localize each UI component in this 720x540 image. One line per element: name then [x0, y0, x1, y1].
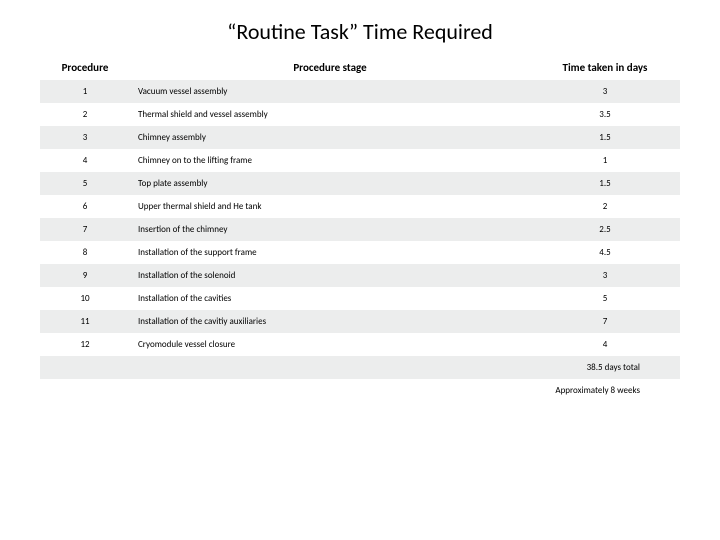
cell-stage: Chimney assembly: [130, 126, 530, 149]
cell-time: 7: [530, 310, 680, 333]
cell-procedure: 4: [40, 149, 130, 172]
table-row: 11Installation of the cavitiy auxiliarie…: [40, 310, 680, 333]
task-table-container: Procedure Procedure stage Time taken in …: [0, 55, 720, 402]
cell-time: 1: [530, 149, 680, 172]
cell-stage: Top plate assembly: [130, 172, 530, 195]
cell-procedure: 6: [40, 195, 130, 218]
col-header-stage: Procedure stage: [130, 55, 530, 80]
cell-procedure: 3: [40, 126, 130, 149]
table-row: 4Chimney on to the lifting frame1: [40, 149, 680, 172]
table-row: 1Vacuum vessel assembly3: [40, 80, 680, 103]
cell-stage: Insertion of the chimney: [130, 218, 530, 241]
cell-stage: Cryomodule vessel closure: [130, 333, 530, 356]
cell-time: 1.5: [530, 126, 680, 149]
cell-stage: Upper thermal shield and He tank: [130, 195, 530, 218]
summary-total-row: 38.5 days total: [40, 356, 680, 379]
table-row: 7Insertion of the chimney2.5: [40, 218, 680, 241]
cell-time: 1.5: [530, 172, 680, 195]
cell-procedure: 8: [40, 241, 130, 264]
cell-time: 3: [530, 264, 680, 287]
cell-stage: Installation of the support frame: [130, 241, 530, 264]
cell-stage: Chimney on to the lifting frame: [130, 149, 530, 172]
table-row: 6Upper thermal shield and He tank2: [40, 195, 680, 218]
summary-approx-row-cell: Approximately 8 weeks: [40, 379, 680, 402]
cell-procedure: 10: [40, 287, 130, 310]
cell-stage: Installation of the cavities: [130, 287, 530, 310]
cell-time: 4.5: [530, 241, 680, 264]
cell-time: 3.5: [530, 103, 680, 126]
table-row: 3Chimney assembly1.5: [40, 126, 680, 149]
cell-time: 2: [530, 195, 680, 218]
cell-procedure: 1: [40, 80, 130, 103]
cell-time: 4: [530, 333, 680, 356]
table-row: 5Top plate assembly1.5: [40, 172, 680, 195]
table-row: 9Installation of the solenoid3: [40, 264, 680, 287]
cell-procedure: 12: [40, 333, 130, 356]
cell-stage: Installation of the cavitiy auxiliaries: [130, 310, 530, 333]
cell-stage: Installation of the solenoid: [130, 264, 530, 287]
col-header-time: Time taken in days: [530, 55, 680, 80]
cell-time: 5: [530, 287, 680, 310]
table-row: 12Cryomodule vessel closure4: [40, 333, 680, 356]
summary-approx-row: Approximately 8 weeks: [40, 379, 680, 402]
cell-time: 2.5: [530, 218, 680, 241]
table-row: 8Installation of the support frame4.5: [40, 241, 680, 264]
table-row: 2Thermal shield and vessel assembly3.5: [40, 103, 680, 126]
cell-stage: Thermal shield and vessel assembly: [130, 103, 530, 126]
cell-stage: Vacuum vessel assembly: [130, 80, 530, 103]
page-title: “Routine Task” Time Required: [0, 0, 720, 55]
col-header-procedure: Procedure: [40, 55, 130, 80]
cell-procedure: 11: [40, 310, 130, 333]
cell-procedure: 9: [40, 264, 130, 287]
cell-procedure: 2: [40, 103, 130, 126]
table-header-row: Procedure Procedure stage Time taken in …: [40, 55, 680, 80]
cell-procedure: 7: [40, 218, 130, 241]
cell-time: 3: [530, 80, 680, 103]
task-table: Procedure Procedure stage Time taken in …: [40, 55, 680, 402]
cell-procedure: 5: [40, 172, 130, 195]
table-row: 10Installation of the cavities5: [40, 287, 680, 310]
summary-total-row-cell: 38.5 days total: [40, 356, 680, 379]
